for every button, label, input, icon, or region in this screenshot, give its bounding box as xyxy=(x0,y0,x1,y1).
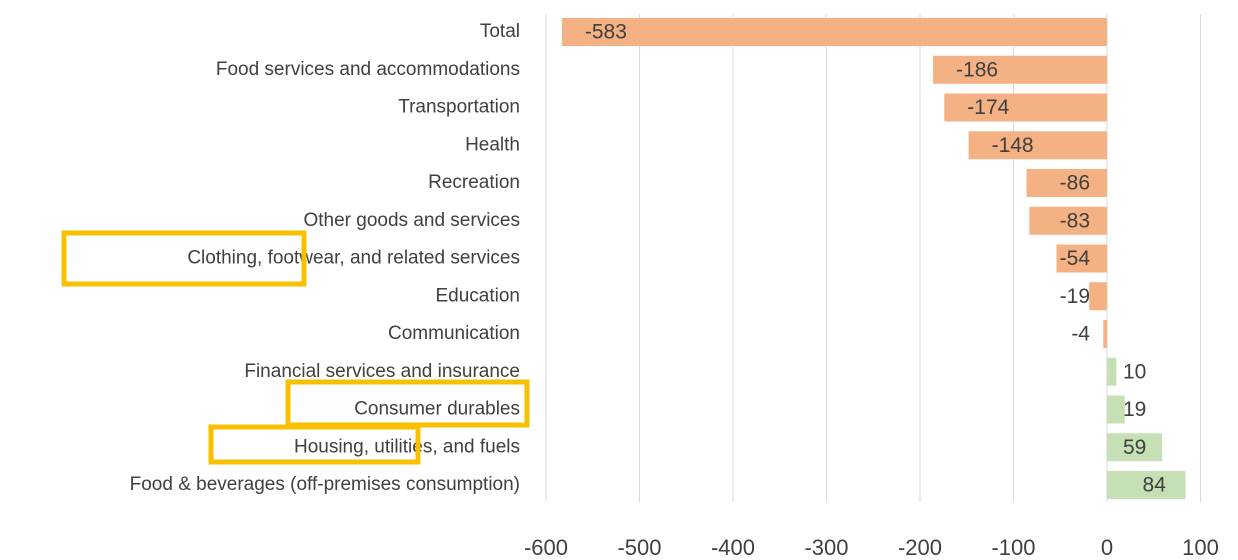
data-label: 59 xyxy=(1123,436,1146,459)
data-label: 84 xyxy=(1143,474,1167,497)
data-label: -583 xyxy=(585,21,627,44)
x-tick-label: -100 xyxy=(991,535,1035,560)
bars xyxy=(561,18,1186,499)
bar xyxy=(1107,471,1186,499)
x-tick-label: -300 xyxy=(804,535,848,560)
highlight-box xyxy=(208,424,421,465)
bar xyxy=(1026,169,1107,197)
y-tick-label: Education xyxy=(435,285,520,306)
bar xyxy=(1107,357,1117,386)
y-tick-label: Transportation xyxy=(398,97,520,118)
y-tick-label: Health xyxy=(465,134,520,155)
data-label: -4 xyxy=(1071,323,1090,346)
data-label: -54 xyxy=(1060,247,1091,270)
y-tick-label: Financial services and insurance xyxy=(244,361,520,382)
bar xyxy=(561,18,1107,46)
bar xyxy=(1089,282,1107,311)
data-label: -174 xyxy=(967,96,1009,119)
data-label: 10 xyxy=(1123,360,1146,383)
labels: -600 -500 -400 -300 -200 -100 0 100 Total -583 Foo… xyxy=(130,21,1219,560)
bar xyxy=(1103,320,1107,348)
bar xyxy=(968,131,1107,160)
bar xyxy=(944,93,1107,122)
y-tick-label: Housing, utilities, and fuels xyxy=(294,436,520,457)
y-tick-label: Communication xyxy=(388,323,520,344)
x-tick-label: 100 xyxy=(1182,535,1219,560)
x-tick-label: -500 xyxy=(617,535,661,560)
bar xyxy=(1029,206,1107,235)
data-label: -148 xyxy=(992,134,1034,157)
y-tick-label: Other goods and services xyxy=(303,210,520,231)
y-tick-label: Recreation xyxy=(428,172,520,193)
y-tick-label: Total xyxy=(480,21,520,42)
highlight-box xyxy=(61,230,307,287)
data-label: 19 xyxy=(1123,398,1146,421)
y-tick-label: Food services and accommodations xyxy=(216,59,520,80)
data-label: -19 xyxy=(1060,285,1090,308)
highlight-boxes xyxy=(61,230,530,465)
y-tick-label: Food & beverages (off-premises consumpti… xyxy=(130,474,520,495)
x-tick-label: -200 xyxy=(898,535,942,560)
data-label: -186 xyxy=(956,58,998,81)
bar xyxy=(1056,244,1107,273)
y-tick-label: Consumer durables xyxy=(354,399,520,420)
x-tick-label: -400 xyxy=(711,535,755,560)
bar xyxy=(933,55,1107,84)
x-tick-label: -600 xyxy=(524,535,568,560)
bar xyxy=(1107,395,1125,424)
bar xyxy=(1107,433,1163,462)
x-tick-label: 0 xyxy=(1101,535,1113,560)
y-tick-label: Clothing, footwear, and related services xyxy=(187,248,520,269)
data-label: -86 xyxy=(1060,172,1090,195)
data-label: -83 xyxy=(1060,209,1090,232)
